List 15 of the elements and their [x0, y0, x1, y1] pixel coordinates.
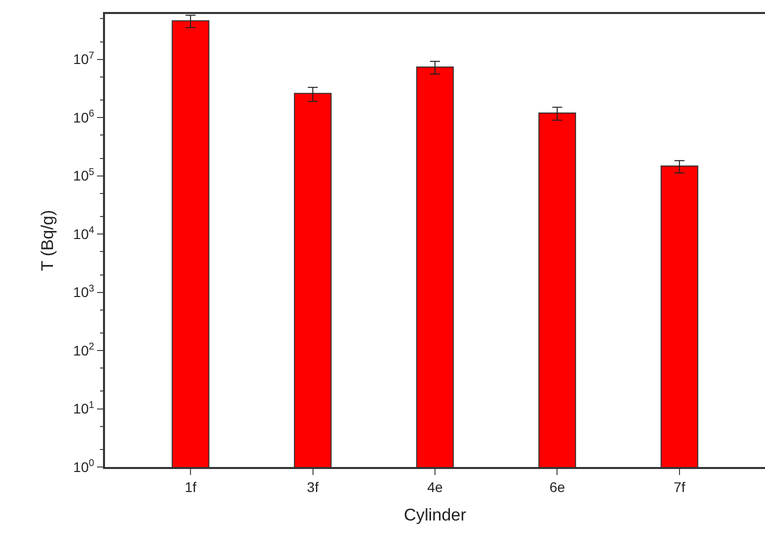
y-tick-label: 10$^{5}$: [73, 166, 95, 184]
y-tick-label: 10$^{3}$: [73, 283, 95, 300]
x-tick-label: 1f: [184, 478, 196, 495]
y-axis-title: T (Bq/g): [38, 210, 58, 272]
y-tick-label: 10$^{7}$: [73, 50, 94, 68]
x-tick-label: 3f: [306, 478, 319, 495]
x-tick-label: 4e: [427, 478, 443, 495]
y-tick-label: 10$^{2}$: [73, 342, 94, 358]
y-tick-label: 10$^{4}$: [73, 225, 95, 242]
x-tick-label: 6e: [549, 478, 566, 495]
y-tick-label: 10$^{1}$: [73, 400, 94, 417]
y-tick-label: 10$^{0}$: [73, 458, 95, 475]
x-tick-label: 7f: [674, 478, 686, 495]
x-axis-title: Cylinder: [404, 506, 467, 525]
y-tick-label: 10$^{6}$: [73, 108, 95, 126]
